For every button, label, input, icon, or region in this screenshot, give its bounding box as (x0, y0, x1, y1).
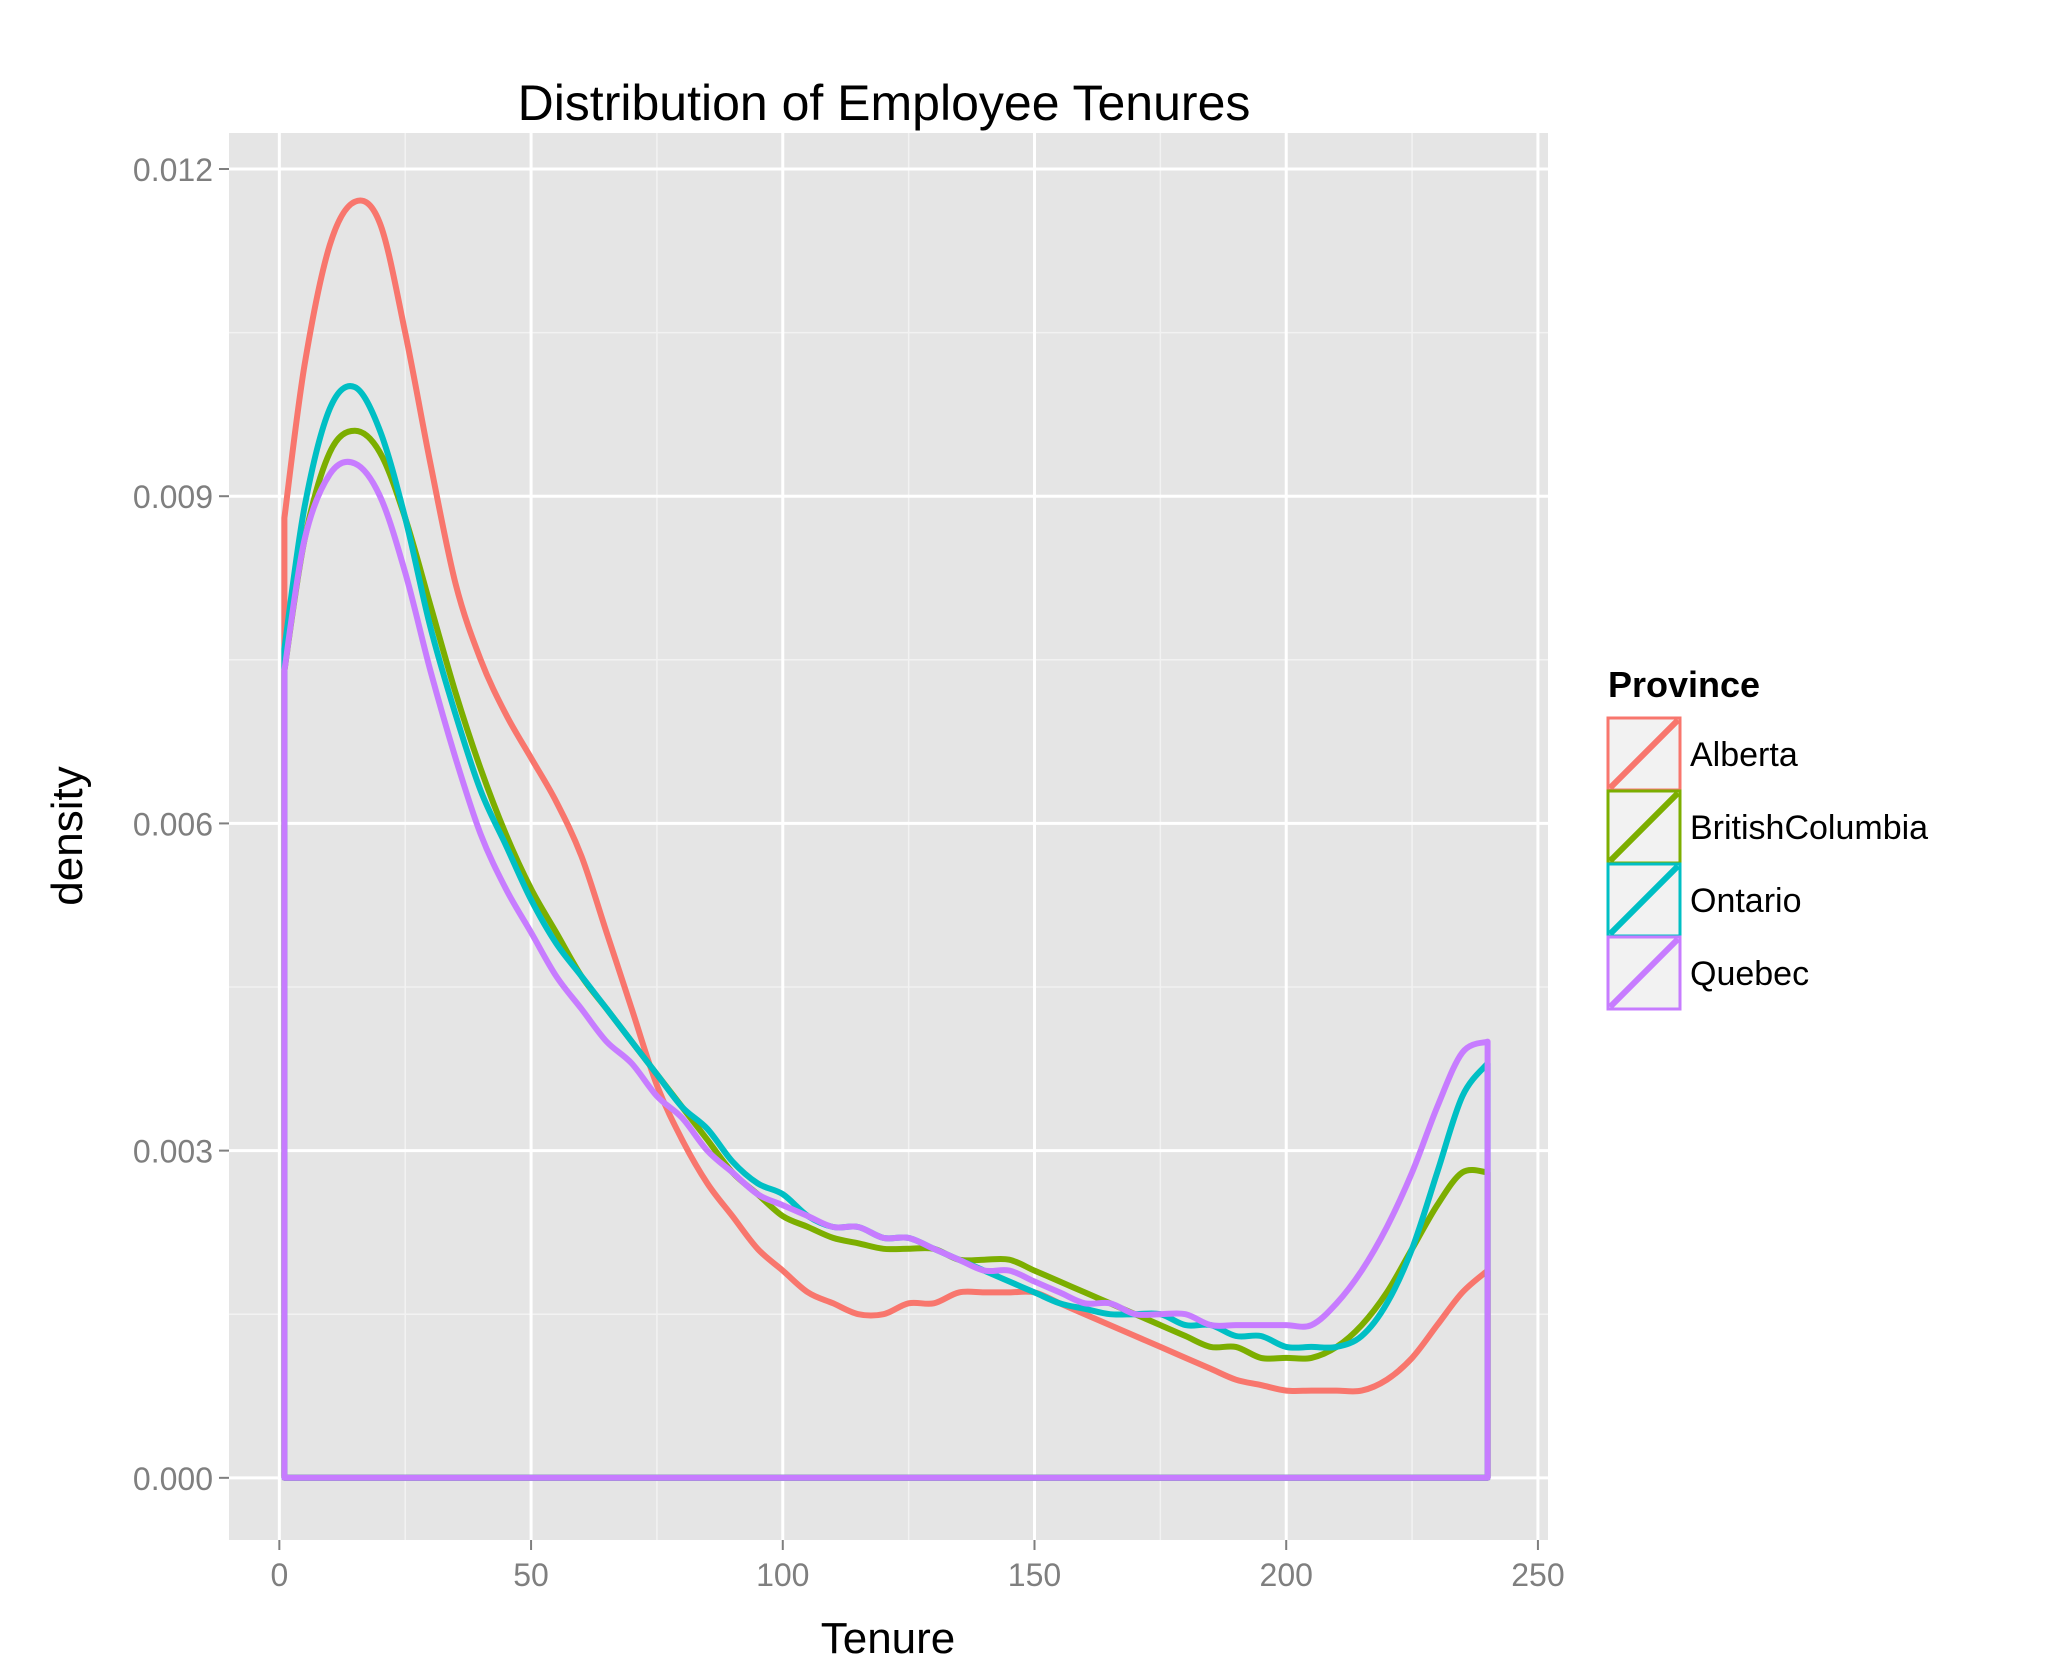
x-tick-label: 150 (1008, 1557, 1061, 1593)
x-tick-label: 100 (756, 1557, 809, 1593)
y-tick-label: 0.003 (133, 1134, 213, 1170)
density-line-quebec (281, 458, 1491, 1481)
y-axis: 0.000 0.003 0.006 0.009 0.012 (133, 152, 229, 1497)
legend-label: Ontario (1690, 882, 1802, 920)
x-axis-label: Tenure (821, 1614, 956, 1663)
legend-item: Quebec (1606, 935, 1809, 1011)
density-line-britishcolumbia (281, 427, 1491, 1481)
x-tick-label: 250 (1511, 1557, 1564, 1593)
y-axis-label: density (43, 766, 92, 905)
legend-label: Quebec (1690, 955, 1809, 993)
y-tick-label: 0.009 (133, 479, 213, 515)
y-tick-label: 0.006 (133, 806, 213, 842)
legend-label: Alberta (1690, 736, 1798, 774)
x-tick-label: 50 (513, 1557, 549, 1593)
legend-item: Ontario (1606, 862, 1802, 938)
legend-items: Alberta BritishColumbia Ontario Quebec (1606, 716, 1928, 1011)
x-tick-label: 0 (270, 1557, 288, 1593)
density-series (281, 197, 1491, 1481)
legend: Province Alberta BritishColumbia Ontario Qu… (1606, 664, 1928, 1011)
plot-panel (229, 133, 1548, 1540)
chart-title: Distribution of Employee Tenures (518, 75, 1251, 131)
legend-key-line (1607, 790, 1681, 864)
legend-title: Province (1608, 664, 1760, 705)
legend-label: BritishColumbia (1690, 809, 1928, 847)
legend-key-line (1607, 936, 1681, 1010)
y-tick-label: 0.000 (133, 1461, 213, 1497)
legend-item: BritishColumbia (1606, 789, 1928, 865)
legend-key-line (1607, 717, 1681, 791)
legend-item: Alberta (1606, 716, 1798, 792)
x-tick-label: 200 (1260, 1557, 1313, 1593)
major-gridlines (229, 133, 1548, 1540)
x-axis: 0 50 100 150 200 250 (270, 1540, 1565, 1593)
y-tick-label: 0.012 (133, 152, 213, 188)
legend-key-line (1607, 863, 1681, 937)
density-line-alberta (281, 197, 1491, 1481)
